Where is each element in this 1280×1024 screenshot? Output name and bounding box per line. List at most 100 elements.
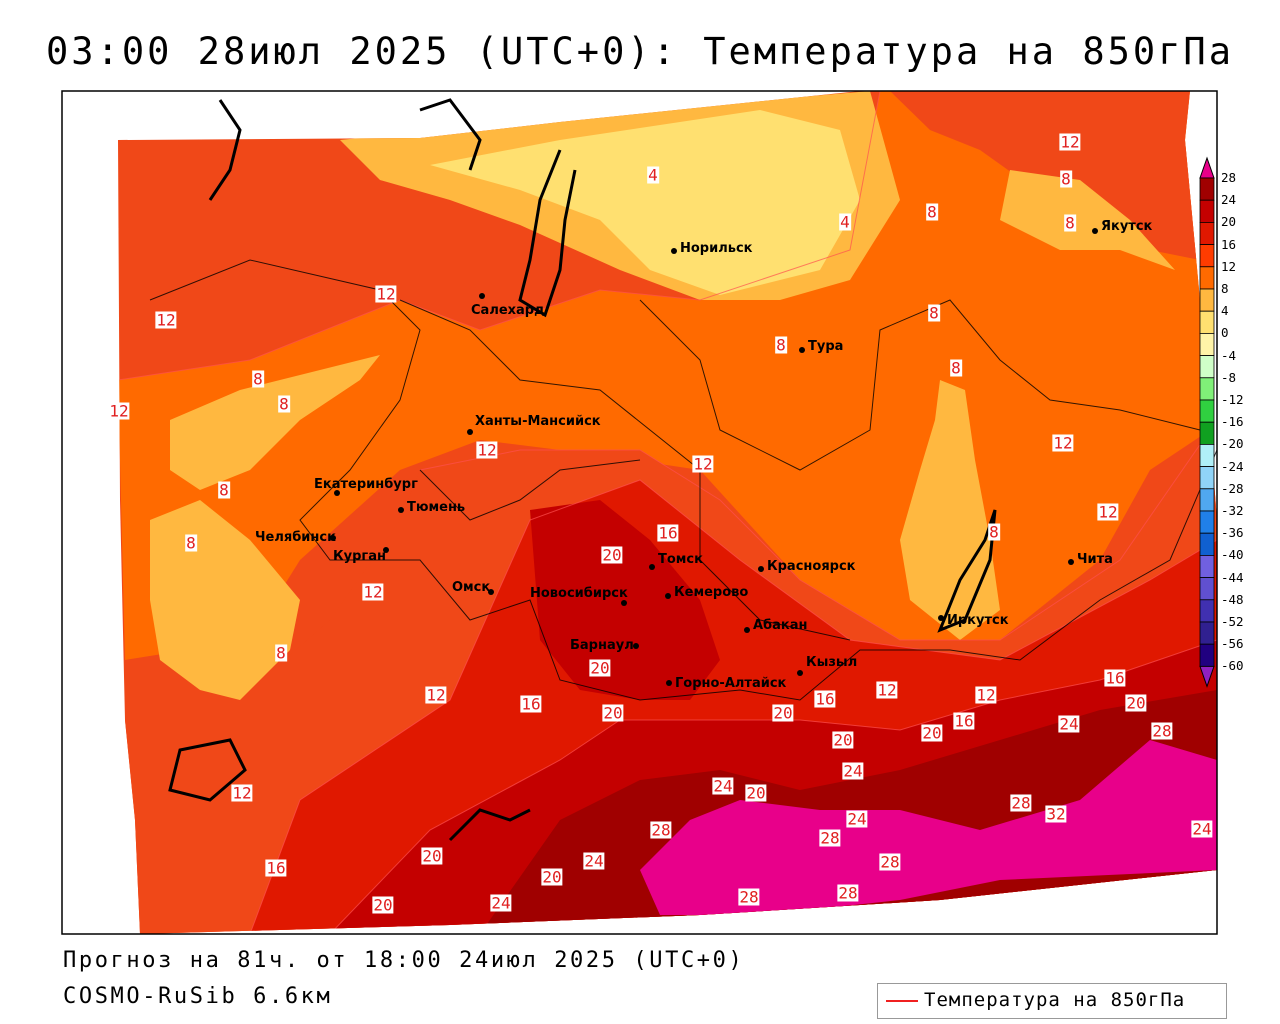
isotherm-label: 16 [953, 711, 975, 731]
colorbar-tick-label: 4 [1221, 303, 1229, 319]
isotherm-label: 12 [231, 783, 253, 803]
isotherm-label: 12 [1097, 502, 1119, 522]
colorbar-segment [1199, 577, 1215, 601]
city-marker [334, 490, 340, 496]
isotherm-label: 12 [692, 454, 714, 474]
colorbar-segment [1199, 643, 1215, 667]
colorbar-segment [1199, 377, 1215, 401]
colorbar-tick-label: -40 [1221, 547, 1244, 563]
zone-0-4-north [430, 110, 860, 295]
colorbar-tick-label: -36 [1221, 525, 1244, 541]
colorbar-segment [1199, 244, 1215, 268]
colorbar [1199, 156, 1215, 688]
isotherm-label: 20 [602, 703, 624, 723]
map-frame [61, 90, 1218, 935]
colorbar-segment [1199, 332, 1215, 356]
isotherm-label: 20 [589, 658, 611, 678]
colorbar-segment [1199, 199, 1215, 223]
isotherm-label: 4 [647, 165, 659, 185]
isotherm-label: 8 [1064, 213, 1076, 233]
city-marker [383, 547, 389, 553]
colorbar-tick-label: -4 [1221, 347, 1237, 363]
city-marker [758, 566, 764, 572]
isotherm-label: 8 [252, 369, 264, 389]
isotherm-label: 28 [837, 883, 859, 903]
colorbar-tick-label: -20 [1221, 436, 1244, 452]
colorbar-segment [1199, 443, 1215, 467]
isotherm-label: 4 [839, 212, 851, 232]
isotherm-label: 24 [1191, 819, 1213, 839]
forecast-info: Прогноз на 81ч. от 18:00 24июл 2025 (UTC… [63, 948, 745, 973]
isotherm-label: 20 [921, 723, 943, 743]
colorbar-segment [1199, 310, 1215, 334]
isotherm-label: 16 [814, 689, 836, 709]
isotherm-label: 20 [745, 783, 767, 803]
isotherm-label: 28 [650, 820, 672, 840]
isotherm-label: 12 [876, 680, 898, 700]
isotherm-label: 8 [950, 358, 962, 378]
city-label: Красноярск [767, 559, 856, 574]
city-label: Ханты-Мансийск [475, 414, 601, 429]
colorbar-tick-label: 28 [1221, 170, 1237, 185]
chart-title: 03:00 28июл 2025 (UTC+0): Температура на… [46, 30, 1234, 73]
zone-over-28 [640, 740, 1217, 915]
isotherm-label: 24 [490, 893, 512, 913]
city-marker [938, 615, 944, 621]
isotherm-label: 12 [362, 582, 384, 602]
isotherm-label: 28 [1010, 793, 1032, 813]
isotherm-label: 20 [772, 703, 794, 723]
isotherm-label: 12 [975, 685, 997, 705]
isotherm-label: 16 [520, 694, 542, 714]
city-marker [621, 600, 627, 606]
colorbar-segment [1199, 599, 1215, 623]
city-label: Новосибирск [530, 586, 628, 601]
legend-line-swatch [886, 1000, 918, 1002]
colorbar-tick-label: -32 [1221, 503, 1244, 518]
colorbar-segment [1199, 266, 1215, 290]
colorbar-tick-label: -8 [1221, 369, 1237, 385]
city-label: Абакан [753, 618, 808, 633]
isotherm-label: 24 [842, 761, 864, 781]
isotherm-label: 12 [425, 685, 447, 705]
colorbar-segment [1199, 421, 1215, 445]
colorbar-segment [1199, 555, 1215, 579]
colorbar-segment [1199, 288, 1215, 312]
city-label: Екатеринбург [314, 477, 418, 492]
isotherm-label: 20 [541, 867, 563, 887]
isotherm-label: 24 [1058, 714, 1080, 734]
colorbar-tick-label: 24 [1221, 192, 1237, 208]
city-label: Горно-Алтайск [675, 676, 787, 691]
isotherm-label: 8 [1060, 169, 1072, 189]
isotherm-label: 20 [601, 545, 623, 565]
city-marker [330, 535, 336, 541]
city-label: Челябинск [255, 530, 336, 545]
colorbar-tick-label: 16 [1221, 236, 1237, 252]
city-marker [633, 643, 639, 649]
colorbar-segment [1199, 510, 1215, 534]
isotherm-label: 8 [928, 303, 940, 323]
isotherm-label: 20 [1125, 693, 1147, 713]
isotherm-label: 12 [476, 440, 498, 460]
isotherm-label: 16 [657, 523, 679, 543]
colorbar-tick-label: -28 [1221, 480, 1244, 496]
colorbar-tick-label: 0 [1221, 325, 1229, 341]
colorbar-segment [1199, 488, 1215, 512]
isotherm-label: 12 [108, 401, 130, 421]
isotherm-label: 8 [775, 335, 787, 355]
city-label: Томск [658, 552, 703, 567]
isotherm-label: 8 [275, 643, 287, 663]
isotherm-label: 32 [1045, 804, 1067, 824]
isotherm-label: 24 [846, 809, 868, 829]
isotherm-label: 8 [988, 522, 1000, 542]
isotherm-lines [118, 91, 1217, 934]
city-marker [666, 680, 672, 686]
isotherm-label: 12 [155, 310, 177, 330]
city-marker [649, 564, 655, 570]
colorbar-segment [1199, 399, 1215, 423]
colorbar-tick-label: -24 [1221, 458, 1244, 474]
city-marker [665, 593, 671, 599]
colorbar-segment [1199, 355, 1215, 379]
city-label: Чита [1077, 552, 1113, 567]
city-label: Кемерово [674, 585, 749, 600]
city-marker [744, 627, 750, 633]
